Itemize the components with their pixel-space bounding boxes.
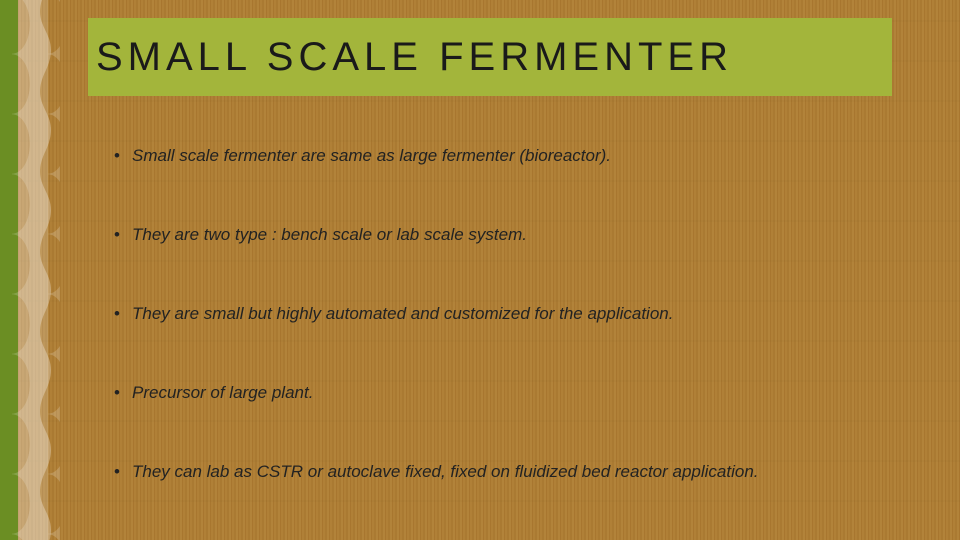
list-item: They are two type : bench scale or lab s…	[110, 224, 890, 247]
slide: SMALL SCALE FERMENTER Small scale fermen…	[0, 0, 960, 540]
content-area: Small scale fermenter are same as large …	[110, 145, 890, 540]
list-item: Precursor of large plant.	[110, 382, 890, 405]
left-accent-stripe	[0, 0, 18, 540]
list-item: Small scale fermenter are same as large …	[110, 145, 890, 168]
bullet-list: Small scale fermenter are same as large …	[110, 145, 890, 484]
list-item: They are small but highly automated and …	[110, 303, 890, 326]
list-item: They can lab as CSTR or autoclave fixed,…	[110, 461, 890, 484]
title-bar: SMALL SCALE FERMENTER	[88, 18, 892, 96]
slide-title: SMALL SCALE FERMENTER	[96, 35, 733, 80]
